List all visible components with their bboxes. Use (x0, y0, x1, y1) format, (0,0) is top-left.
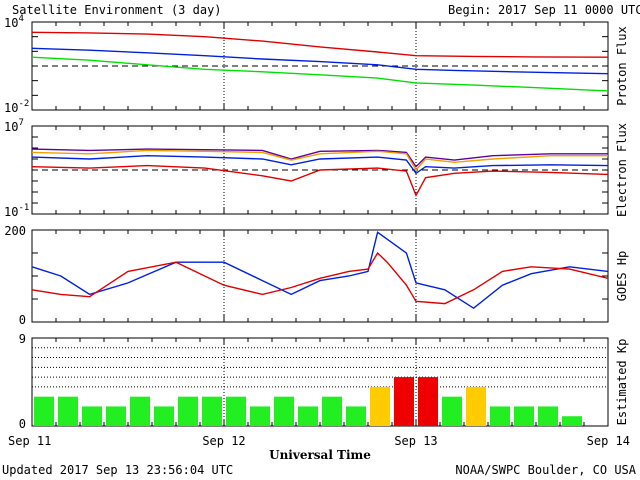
series-line-blue (31, 47, 609, 75)
series-line-red (31, 164, 609, 197)
kp-bar (274, 396, 294, 426)
panel-2: 107 10-1 Electron Flux (4, 118, 629, 219)
series-line-red (31, 251, 609, 305)
series-line-blue (31, 231, 609, 310)
y-axis-label: Electron Flux (615, 123, 629, 217)
panel-3: 200 0 GOES Hp (4, 224, 629, 327)
y-tick-label-bottom: 10-1 (4, 203, 29, 219)
x-tick-label: Sep 11 (8, 434, 51, 448)
kp-bar (442, 396, 462, 426)
begin-value: 2017 Sep 11 0000 UTC (498, 3, 640, 17)
panel-4: 9 0 Estimated Kp (19, 332, 629, 431)
series-line-blue (31, 154, 609, 175)
x-tick-label: Sep 13 (394, 434, 437, 448)
kp-bar (562, 416, 582, 426)
panel-1: 104 10-2 Proton Flux (4, 14, 629, 115)
y-tick-label-top: 200 (4, 224, 26, 238)
y-tick-label-top: 107 (4, 118, 24, 134)
y-axis-label: GOES Hp (615, 251, 629, 302)
panel-frame (31, 229, 609, 323)
y-axis-label: Proton Flux (615, 26, 629, 105)
panel-frame (31, 21, 609, 111)
kp-bar (202, 396, 222, 426)
updated-timestamp: Updated 2017 Sep 13 23:56:04 UTC (2, 463, 233, 477)
x-axis-label: Universal Time (269, 448, 371, 462)
series-line-green (31, 56, 609, 92)
kp-bar (298, 406, 318, 426)
kp-bar (34, 396, 54, 426)
y-tick-label-top: 9 (19, 332, 26, 346)
credit-text: NOAA/SWPC Boulder, CO USA (455, 463, 636, 477)
kp-bar (106, 406, 126, 426)
kp-bar (466, 386, 486, 426)
chart-title: Satellite Environment (3 day) (12, 3, 222, 17)
panels: 104 10-2 Proton Flux 107 10-1 Electron Flux 20… (4, 14, 629, 431)
kp-bar (226, 396, 246, 426)
kp-bar (370, 386, 390, 426)
y-tick-label-bottom: 10-2 (4, 99, 29, 115)
kp-bar (250, 406, 270, 426)
kp-bar (538, 406, 558, 426)
kp-bar (490, 406, 510, 426)
series-line-orange (31, 149, 608, 172)
y-tick-label-top: 104 (4, 14, 24, 30)
begin-label: Begin: (448, 3, 491, 17)
kp-bar (154, 406, 174, 426)
kp-bar (130, 396, 150, 426)
y-tick-label-bottom: 0 (19, 313, 26, 327)
x-tick-labels: Sep 11 Sep 12 Sep 13 Sep 14 (8, 434, 630, 448)
kp-bar (58, 396, 78, 426)
kp-bar (178, 396, 198, 426)
x-tick-label: Sep 14 (587, 434, 630, 448)
y-tick-label-bottom: 0 (19, 417, 26, 431)
y-axis-label: Estimated Kp (615, 339, 629, 426)
kp-bar (514, 406, 534, 426)
kp-bar (322, 396, 342, 426)
series-line-red (31, 31, 609, 58)
kp-bar (394, 377, 414, 426)
kp-bar (346, 406, 366, 426)
series-line-purple (31, 148, 608, 168)
kp-bar (418, 377, 438, 426)
x-tick-label: Sep 12 (202, 434, 245, 448)
kp-bar (82, 406, 102, 426)
